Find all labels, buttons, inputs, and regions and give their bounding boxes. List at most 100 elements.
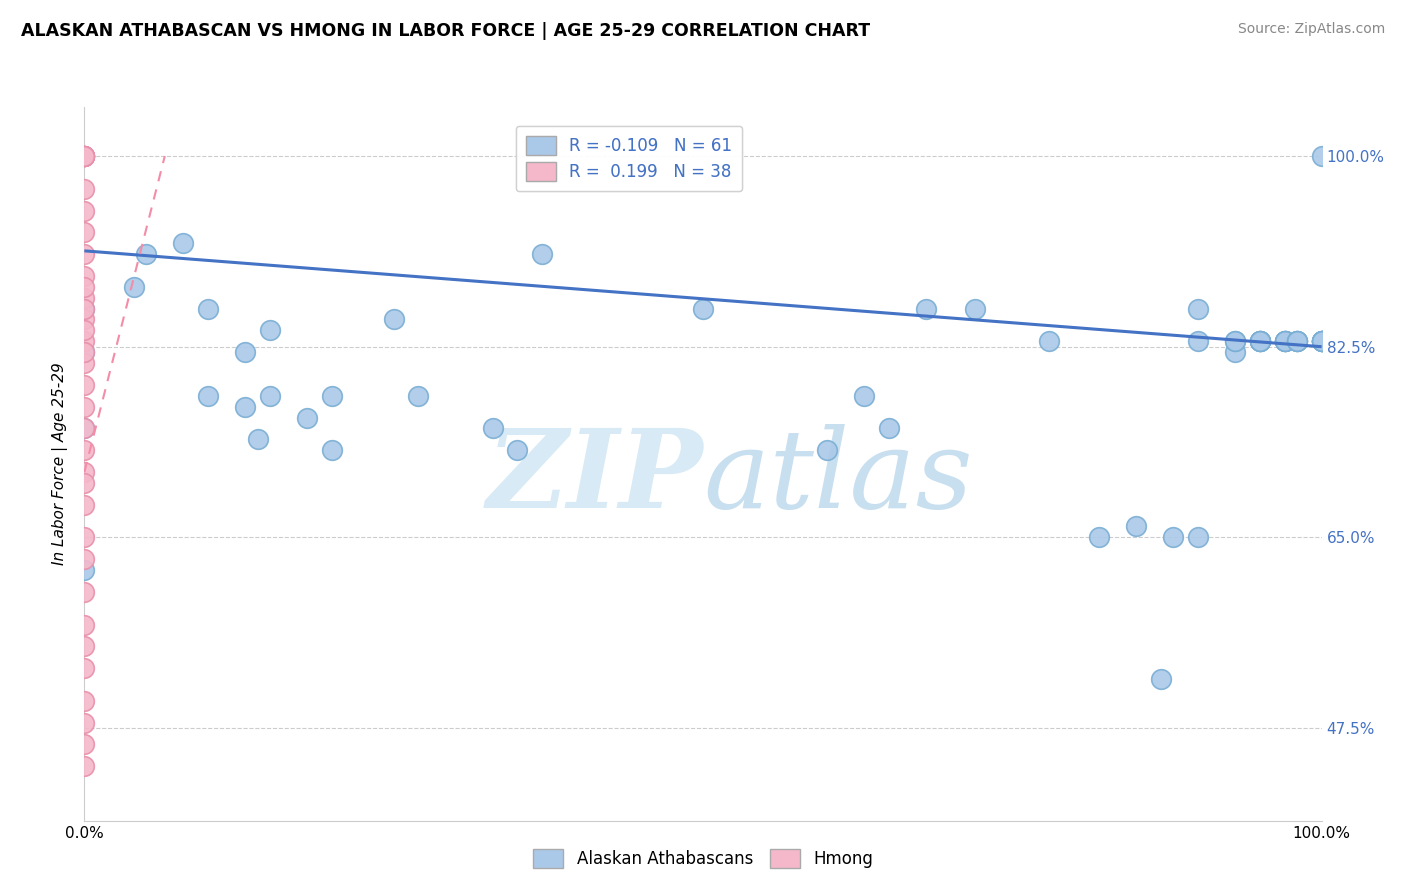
Point <box>73 268 96 283</box>
Point <box>122 280 145 294</box>
Point <box>73 247 96 261</box>
Point <box>295 410 318 425</box>
Point <box>965 301 987 316</box>
Point <box>877 421 900 435</box>
Point <box>73 530 96 544</box>
Point <box>531 247 554 261</box>
Point <box>73 149 96 163</box>
Point <box>73 323 96 337</box>
Point <box>1249 334 1271 349</box>
Point <box>73 280 96 294</box>
Point <box>321 443 343 458</box>
Point <box>73 149 96 163</box>
Point <box>1285 334 1308 349</box>
Point <box>73 617 96 632</box>
Point <box>1310 334 1333 349</box>
Point <box>1187 530 1209 544</box>
Y-axis label: In Labor Force | Age 25-29: In Labor Force | Age 25-29 <box>52 362 69 566</box>
Point <box>1274 334 1296 349</box>
Point <box>1310 334 1333 349</box>
Legend: R = -0.109   N = 61, R =  0.199   N = 38: R = -0.109 N = 61, R = 0.199 N = 38 <box>516 126 742 191</box>
Point <box>73 149 96 163</box>
Point <box>1310 334 1333 349</box>
Point <box>73 443 96 458</box>
Point <box>1274 334 1296 349</box>
Point <box>73 585 96 599</box>
Point <box>73 421 96 435</box>
Point <box>73 715 96 730</box>
Point <box>73 640 96 654</box>
Point <box>1223 334 1246 349</box>
Text: Source: ZipAtlas.com: Source: ZipAtlas.com <box>1237 22 1385 37</box>
Point <box>1249 334 1271 349</box>
Point <box>135 247 157 261</box>
Point <box>73 563 96 577</box>
Point <box>1187 301 1209 316</box>
Point <box>506 443 529 458</box>
Point <box>73 182 96 196</box>
Point <box>73 149 96 163</box>
Point <box>321 389 343 403</box>
Point <box>692 301 714 316</box>
Legend: Alaskan Athabascans, Hmong: Alaskan Athabascans, Hmong <box>526 842 880 875</box>
Point <box>1310 334 1333 349</box>
Point <box>1187 334 1209 349</box>
Point <box>852 389 875 403</box>
Point <box>73 465 96 479</box>
Point <box>197 389 219 403</box>
Point <box>73 759 96 773</box>
Point <box>1223 345 1246 359</box>
Point <box>246 433 269 447</box>
Point <box>1310 149 1333 163</box>
Point <box>73 225 96 239</box>
Point <box>1038 334 1060 349</box>
Point <box>73 301 96 316</box>
Text: atlas: atlas <box>703 425 973 532</box>
Point <box>73 312 96 326</box>
Point <box>408 389 430 403</box>
Point <box>73 498 96 512</box>
Point <box>1274 334 1296 349</box>
Point <box>382 312 405 326</box>
Point <box>1285 334 1308 349</box>
Point <box>73 301 96 316</box>
Point <box>73 345 96 359</box>
Point <box>73 475 96 490</box>
Point <box>73 738 96 752</box>
Point <box>1150 672 1173 686</box>
Point <box>197 301 219 316</box>
Point <box>233 345 256 359</box>
Point <box>73 356 96 370</box>
Text: ALASKAN ATHABASCAN VS HMONG IN LABOR FORCE | AGE 25-29 CORRELATION CHART: ALASKAN ATHABASCAN VS HMONG IN LABOR FOR… <box>21 22 870 40</box>
Point <box>73 552 96 566</box>
Point <box>1274 334 1296 349</box>
Point <box>259 389 281 403</box>
Point <box>1088 530 1111 544</box>
Point <box>73 149 96 163</box>
Point <box>73 661 96 675</box>
Point <box>73 149 96 163</box>
Point <box>1310 334 1333 349</box>
Point <box>815 443 838 458</box>
Point <box>1161 530 1184 544</box>
Point <box>172 236 194 251</box>
Point <box>73 377 96 392</box>
Point <box>73 345 96 359</box>
Point <box>1285 334 1308 349</box>
Point <box>73 291 96 305</box>
Point <box>1249 334 1271 349</box>
Point <box>73 149 96 163</box>
Point <box>481 421 503 435</box>
Point <box>1285 334 1308 349</box>
Point <box>73 203 96 218</box>
Point <box>1223 334 1246 349</box>
Point <box>73 400 96 414</box>
Point <box>73 334 96 349</box>
Point <box>1274 334 1296 349</box>
Point <box>1249 334 1271 349</box>
Text: ZIP: ZIP <box>486 425 703 532</box>
Point <box>233 400 256 414</box>
Point <box>73 149 96 163</box>
Point <box>1249 334 1271 349</box>
Point <box>914 301 936 316</box>
